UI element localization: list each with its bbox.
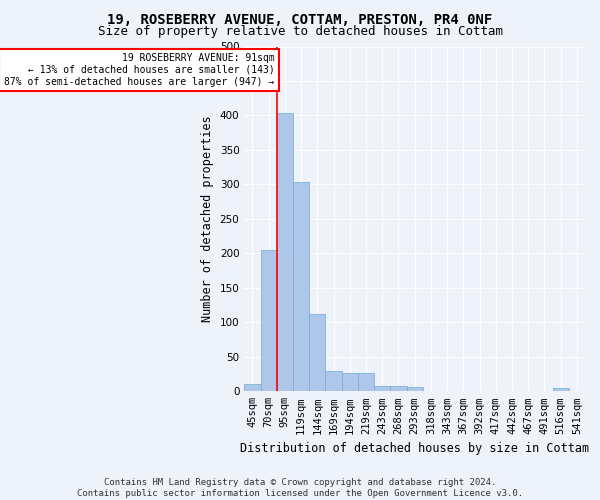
Bar [358, 374, 374, 392]
Bar [277, 114, 293, 392]
Bar [293, 182, 309, 392]
Bar [391, 386, 407, 392]
Text: 19 ROSEBERRY AVENUE: 91sqm
← 13% of detached houses are smaller (143)
87% of sem: 19 ROSEBERRY AVENUE: 91sqm ← 13% of deta… [4, 54, 274, 86]
Bar [244, 384, 260, 392]
Text: 19, ROSEBERRY AVENUE, COTTAM, PRESTON, PR4 0NF: 19, ROSEBERRY AVENUE, COTTAM, PRESTON, P… [107, 12, 493, 26]
Bar [309, 314, 325, 392]
Bar [407, 387, 423, 392]
Y-axis label: Number of detached properties: Number of detached properties [201, 116, 214, 322]
Bar [374, 386, 391, 392]
X-axis label: Distribution of detached houses by size in Cottam: Distribution of detached houses by size … [240, 442, 589, 455]
Bar [260, 250, 277, 392]
Text: Contains HM Land Registry data © Crown copyright and database right 2024.
Contai: Contains HM Land Registry data © Crown c… [77, 478, 523, 498]
Bar [325, 370, 341, 392]
Bar [341, 372, 358, 392]
Bar [553, 388, 569, 392]
Text: Size of property relative to detached houses in Cottam: Size of property relative to detached ho… [97, 25, 503, 38]
